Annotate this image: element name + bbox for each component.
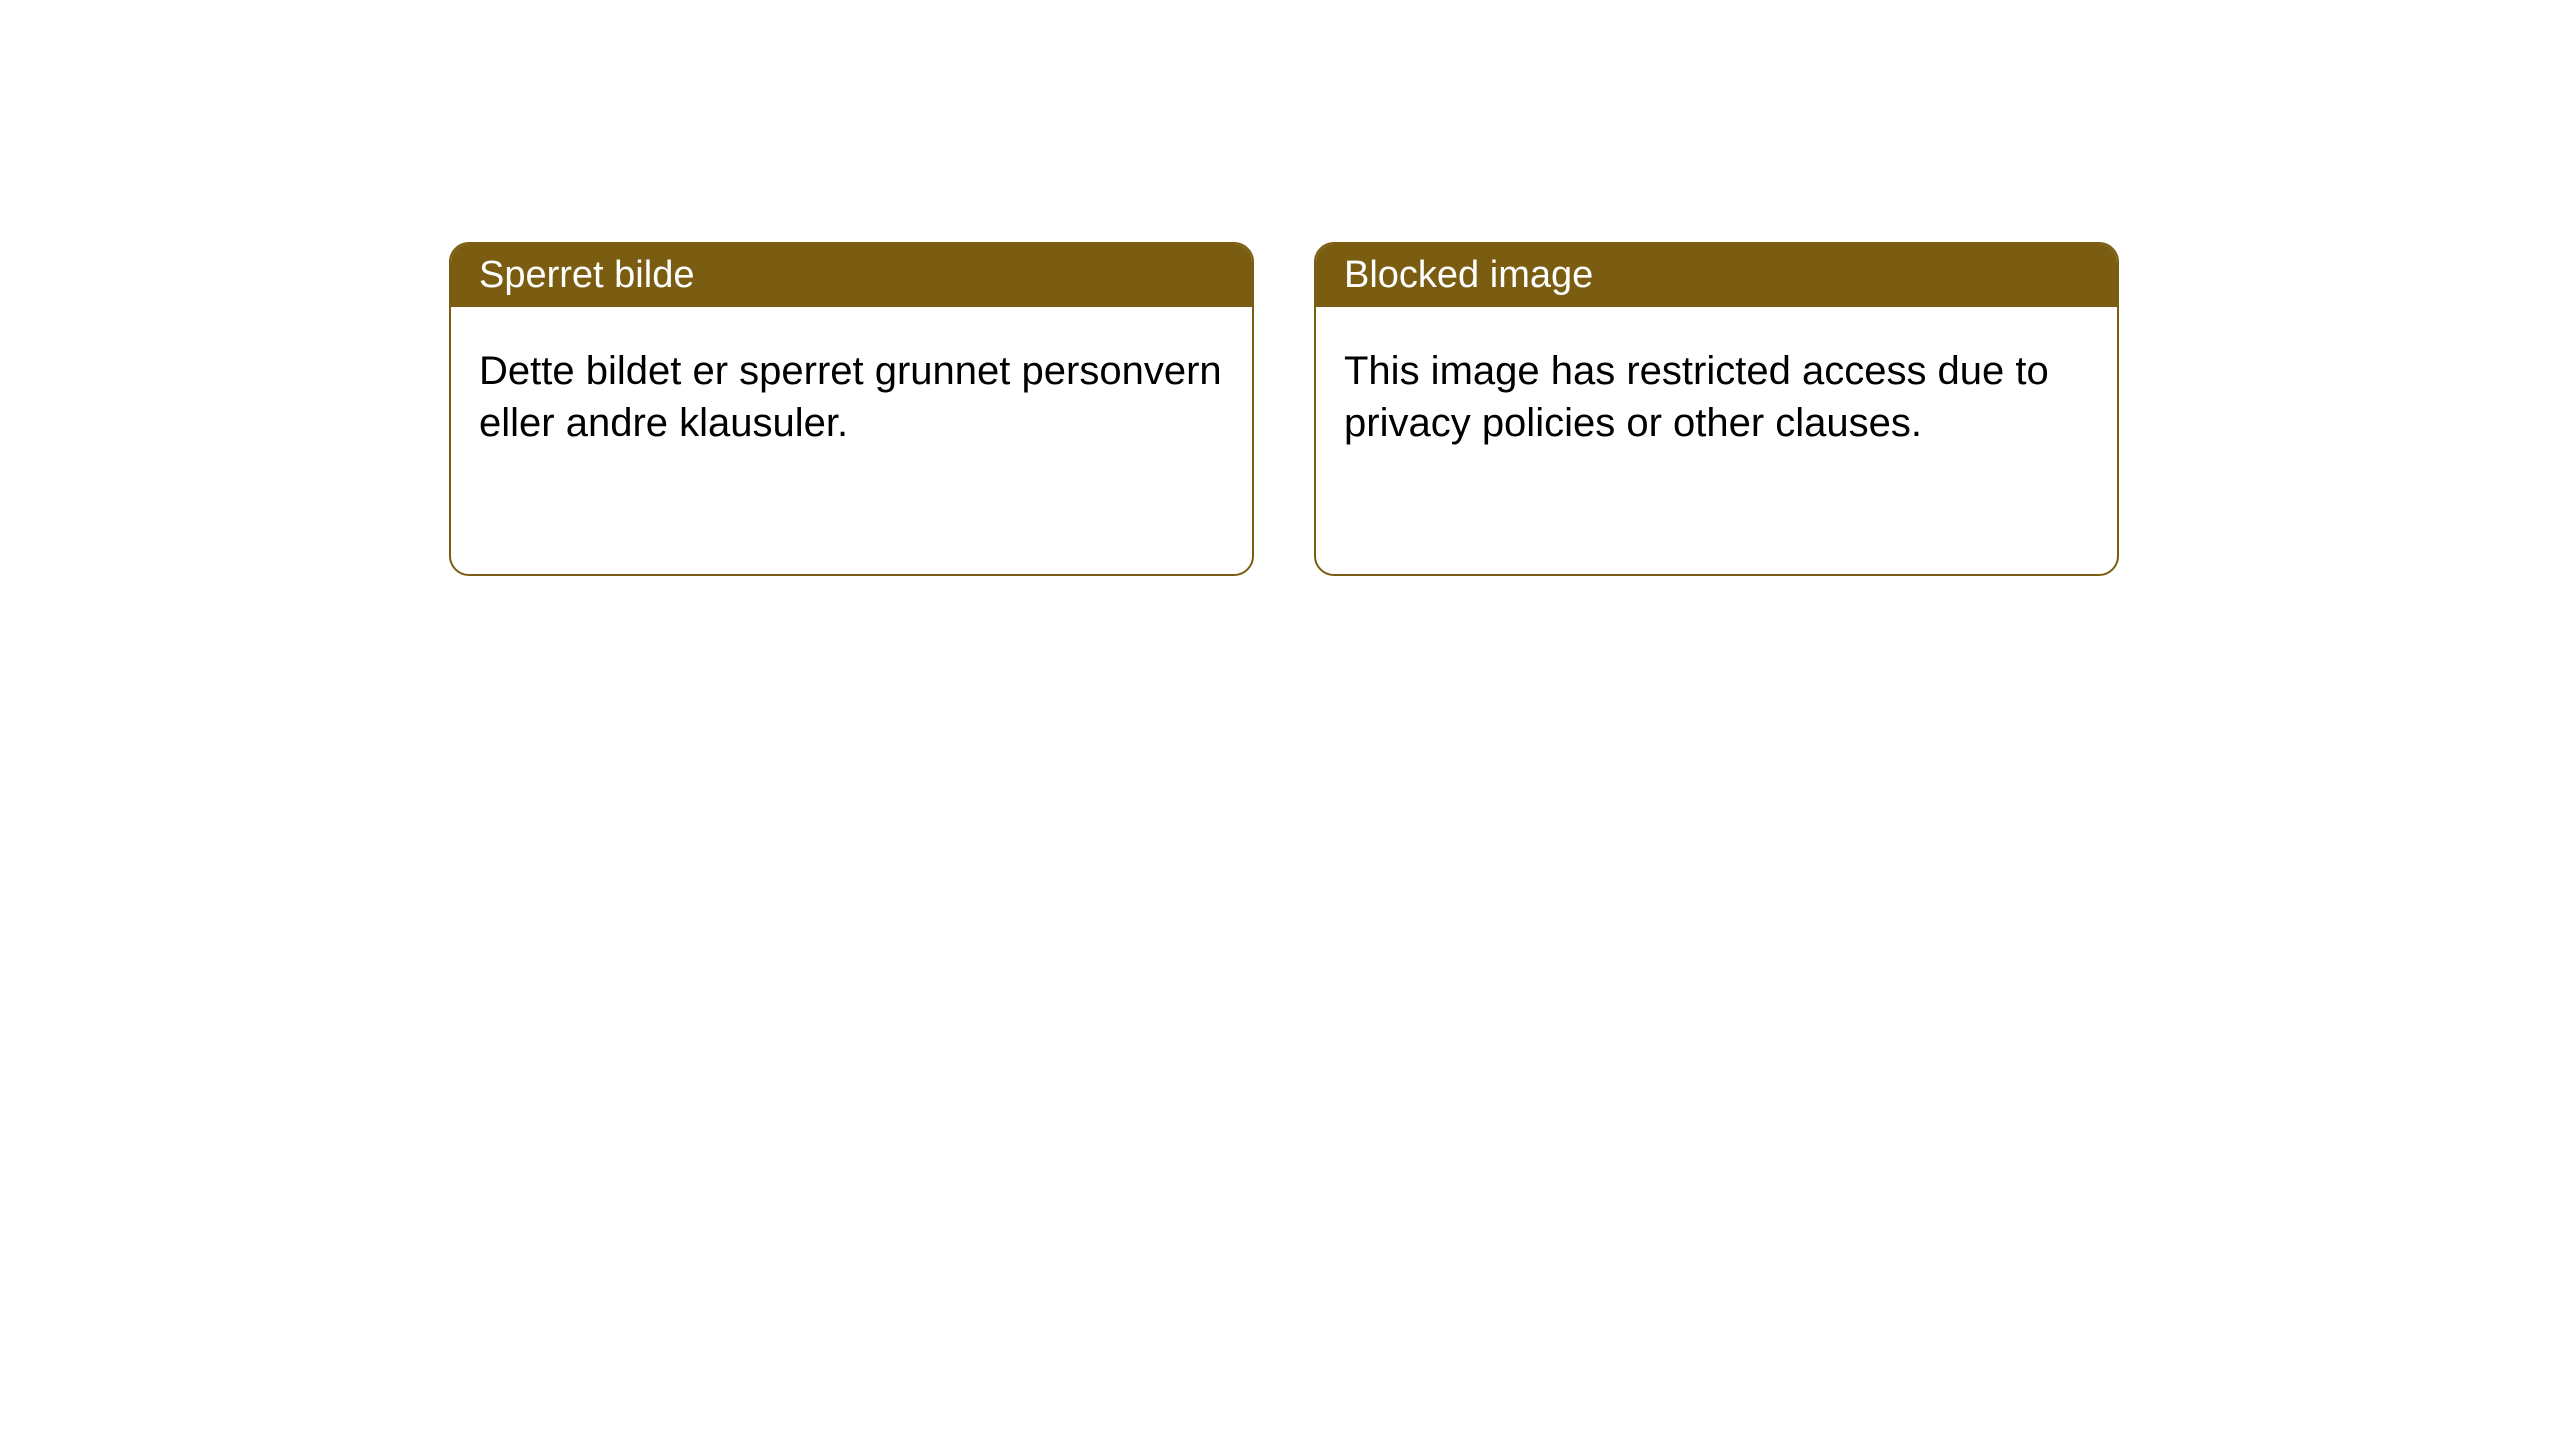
notice-cards-container: Sperret bilde Dette bildet er sperret gr… — [449, 242, 2119, 576]
card-body-text: Dette bildet er sperret grunnet personve… — [479, 349, 1222, 445]
notice-card-english: Blocked image This image has restricted … — [1314, 242, 2119, 576]
card-header: Blocked image — [1316, 244, 2117, 307]
card-body: This image has restricted access due to … — [1316, 307, 2117, 487]
card-body: Dette bildet er sperret grunnet personve… — [451, 307, 1252, 487]
notice-card-norwegian: Sperret bilde Dette bildet er sperret gr… — [449, 242, 1254, 576]
card-title: Blocked image — [1344, 254, 1593, 296]
card-title: Sperret bilde — [479, 254, 694, 296]
card-body-text: This image has restricted access due to … — [1344, 349, 2049, 445]
card-header: Sperret bilde — [451, 244, 1252, 307]
